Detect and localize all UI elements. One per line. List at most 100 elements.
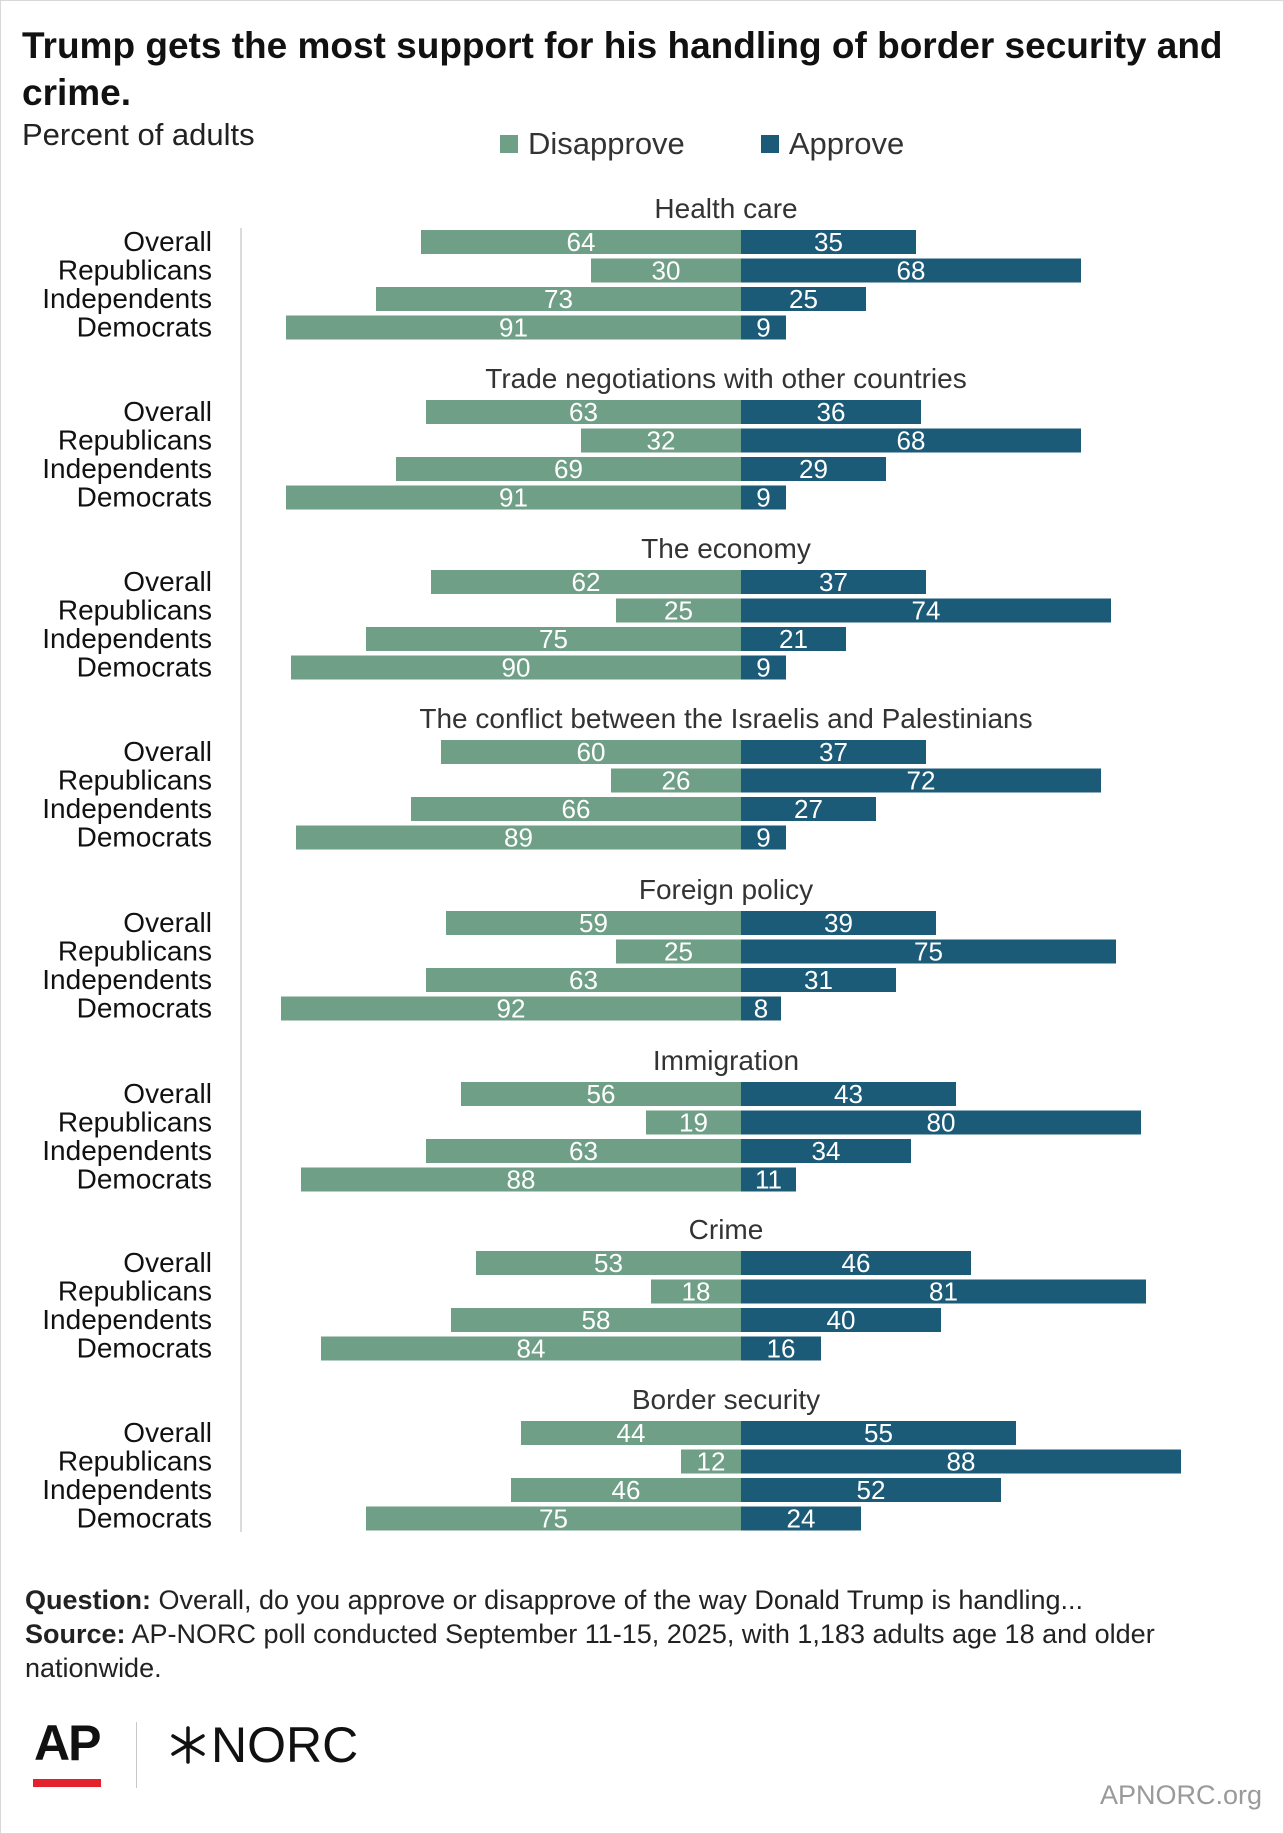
disapprove-bar bbox=[651, 1279, 741, 1304]
row-label: Independents bbox=[42, 453, 212, 484]
disapprove-bar bbox=[461, 1082, 741, 1106]
disapprove-bar bbox=[616, 939, 741, 964]
legend-item-approve: Approve bbox=[760, 126, 904, 162]
disapprove-value-label: 44 bbox=[617, 1418, 646, 1448]
approve-value-label: 80 bbox=[927, 1108, 956, 1138]
disapprove-value-label: 63 bbox=[569, 1136, 598, 1166]
disapprove-bar bbox=[291, 655, 741, 680]
question-label: Question: bbox=[25, 1585, 151, 1615]
approve-value-label: 25 bbox=[789, 284, 818, 314]
approve-value-label: 11 bbox=[755, 1165, 782, 1195]
approve-bar bbox=[741, 258, 1081, 283]
approve-value-label: 35 bbox=[814, 227, 843, 257]
row-label: Republicans bbox=[58, 1446, 212, 1477]
row-label: Democrats bbox=[77, 312, 212, 343]
row-label: Democrats bbox=[77, 1164, 212, 1195]
disapprove-bar bbox=[476, 1251, 741, 1275]
approve-value-label: 27 bbox=[794, 794, 823, 824]
disapprove-bar bbox=[616, 598, 741, 623]
approve-value-label: 9 bbox=[756, 483, 770, 513]
approve-bar bbox=[741, 1279, 1146, 1304]
approve-bar bbox=[741, 1449, 1181, 1474]
row-label: Republicans bbox=[58, 1107, 212, 1138]
disapprove-value-label: 75 bbox=[539, 624, 568, 654]
row-label: Independents bbox=[42, 623, 212, 654]
approve-bar bbox=[741, 768, 1101, 793]
approve-bar bbox=[741, 598, 1111, 623]
disapprove-bar bbox=[426, 1139, 741, 1163]
disapprove-value-label: 18 bbox=[682, 1277, 711, 1307]
source-note: Source: AP-NORC poll conducted September… bbox=[25, 1617, 1255, 1685]
row-label: Overall bbox=[123, 396, 212, 427]
approve-value-label: 88 bbox=[947, 1447, 976, 1477]
disapprove-bar bbox=[591, 258, 741, 283]
ap-logo: AP bbox=[34, 1715, 101, 1771]
row-label: Overall bbox=[123, 226, 212, 257]
disapprove-bar bbox=[431, 570, 741, 594]
disapprove-bar bbox=[411, 797, 741, 821]
disapprove-value-label: 26 bbox=[662, 766, 691, 796]
approve-value-label: 31 bbox=[804, 965, 833, 995]
approve-bar bbox=[741, 797, 876, 821]
legend-label-disapprove: Disapprove bbox=[528, 126, 685, 161]
approve-value-label: 55 bbox=[864, 1418, 893, 1448]
approve-bar bbox=[741, 1336, 821, 1361]
approve-bar bbox=[741, 287, 866, 311]
disapprove-value-label: 66 bbox=[562, 794, 591, 824]
legend-swatch-approve bbox=[760, 135, 779, 153]
disapprove-bar bbox=[611, 768, 741, 793]
row-label: Independents bbox=[42, 283, 212, 314]
approve-bar bbox=[741, 1251, 971, 1275]
site-url[interactable]: APNORC.org bbox=[1099, 1780, 1262, 1810]
approve-bar bbox=[741, 1506, 861, 1531]
disapprove-bar bbox=[366, 627, 741, 651]
disapprove-value-label: 91 bbox=[499, 313, 528, 343]
logo-divider bbox=[136, 1722, 137, 1788]
approve-value-label: 74 bbox=[912, 596, 941, 626]
row-label: Republicans bbox=[58, 765, 212, 796]
disapprove-bar bbox=[421, 230, 741, 254]
approve-bar bbox=[741, 485, 786, 510]
approve-bar bbox=[741, 457, 886, 481]
row-label: Independents bbox=[42, 1474, 212, 1505]
disapprove-bar bbox=[396, 457, 741, 481]
chart-subtitle: Percent of adults bbox=[22, 117, 255, 152]
approve-value-label: 8 bbox=[754, 994, 768, 1024]
norc-logo: NORC bbox=[167, 1716, 358, 1774]
disapprove-bar bbox=[511, 1478, 741, 1502]
row-label: Republicans bbox=[58, 425, 212, 456]
row-label: Overall bbox=[123, 907, 212, 938]
disapprove-value-label: 75 bbox=[539, 1504, 568, 1534]
diverging-bar-chart: Health care 64 35 Overall 30 68 Republicans 73 2… bbox=[42, 193, 1181, 1534]
disapprove-bar bbox=[286, 485, 741, 510]
disapprove-value-label: 53 bbox=[594, 1248, 623, 1278]
approve-value-label: 40 bbox=[827, 1305, 856, 1335]
approve-value-label: 37 bbox=[819, 567, 848, 597]
row-label: Overall bbox=[123, 1247, 212, 1278]
approve-bar bbox=[741, 911, 936, 935]
row-label: Overall bbox=[123, 736, 212, 767]
approve-value-label: 36 bbox=[817, 397, 846, 427]
row-label: Overall bbox=[123, 1417, 212, 1448]
disapprove-value-label: 19 bbox=[679, 1108, 708, 1138]
row-label: Republicans bbox=[58, 936, 212, 967]
disapprove-bar bbox=[376, 287, 741, 311]
disapprove-bar bbox=[321, 1336, 741, 1361]
question-text: Overall, do you approve or disapprove of… bbox=[151, 1585, 1084, 1615]
approve-bar bbox=[741, 655, 786, 680]
group-title: The conflict between the Israelis and Pa… bbox=[419, 703, 1032, 734]
approve-bar bbox=[741, 1110, 1141, 1135]
approve-bar bbox=[741, 939, 1116, 964]
disapprove-bar bbox=[451, 1308, 741, 1332]
row-label: Independents bbox=[42, 964, 212, 995]
group-title: Border security bbox=[632, 1384, 820, 1415]
legend-item-disapprove: Disapprove bbox=[500, 126, 685, 162]
disapprove-value-label: 12 bbox=[697, 1447, 726, 1477]
disapprove-value-label: 69 bbox=[554, 454, 583, 484]
disapprove-value-label: 62 bbox=[572, 567, 601, 597]
row-label: Independents bbox=[42, 793, 212, 824]
approve-value-label: 68 bbox=[897, 256, 926, 286]
norc-logo-text: NORC bbox=[211, 1717, 359, 1773]
disapprove-bar bbox=[446, 911, 741, 935]
approve-value-label: 37 bbox=[819, 737, 848, 767]
